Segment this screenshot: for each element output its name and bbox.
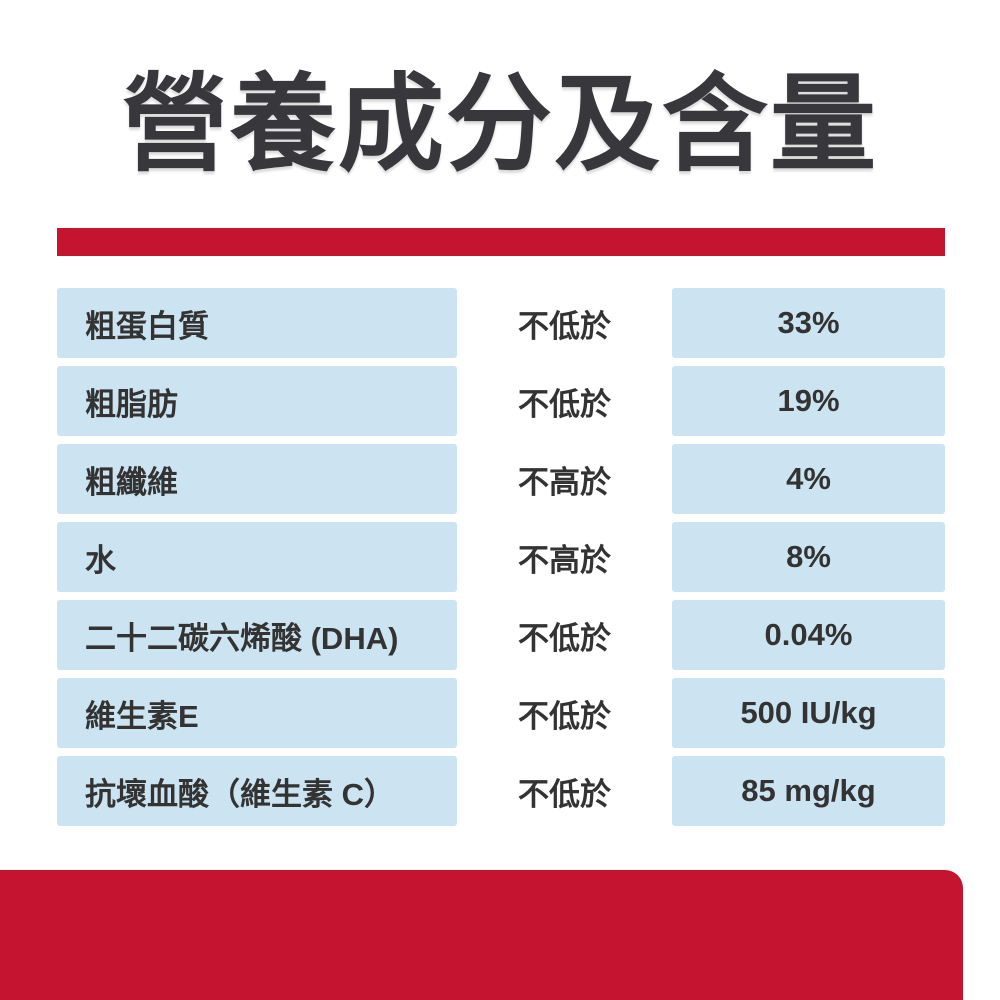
red-footer-band	[0, 870, 963, 1000]
value-cell: 8%	[672, 522, 945, 592]
table-row: 粗纖維 不高於 4%	[57, 444, 945, 514]
table-row: 維生素E 不低於 500 IU/kg	[57, 678, 945, 748]
nutrient-name-cell: 抗壞血酸（維生素 C）	[57, 756, 457, 826]
nutrient-name-cell: 水	[57, 522, 457, 592]
value-cell: 85 mg/kg	[672, 756, 945, 826]
nutrient-name-cell: 維生素E	[57, 678, 457, 748]
page-title: 營養成分及含量	[122, 66, 878, 184]
nutrient-name-cell: 二十二碳六烯酸 (DHA)	[57, 600, 457, 670]
nutrient-name-cell: 粗纖維	[57, 444, 457, 514]
value-cell: 500 IU/kg	[672, 678, 945, 748]
value-cell: 33%	[672, 288, 945, 358]
condition-cell: 不低於	[457, 678, 672, 748]
condition-cell: 不低於	[457, 600, 672, 670]
nutrient-name-cell: 粗脂肪	[57, 366, 457, 436]
condition-cell: 不低於	[457, 366, 672, 436]
condition-cell: 不低於	[457, 288, 672, 358]
nutrient-name-cell: 粗蛋白質	[57, 288, 457, 358]
value-cell: 4%	[672, 444, 945, 514]
table-row: 抗壞血酸（維生素 C） 不低於 85 mg/kg	[57, 756, 945, 826]
table-row: 粗脂肪 不低於 19%	[57, 366, 945, 436]
value-cell: 19%	[672, 366, 945, 436]
red-divider-bar	[57, 228, 945, 256]
table-row: 粗蛋白質 不低於 33%	[57, 288, 945, 358]
condition-cell: 不低於	[457, 756, 672, 826]
table-row: 水 不高於 8%	[57, 522, 945, 592]
nutrition-table: 粗蛋白質 不低於 33% 粗脂肪 不低於 19% 粗纖維 不高於 4% 水 不高…	[57, 288, 945, 826]
value-cell: 0.04%	[672, 600, 945, 670]
condition-cell: 不高於	[457, 522, 672, 592]
condition-cell: 不高於	[457, 444, 672, 514]
table-row: 二十二碳六烯酸 (DHA) 不低於 0.04%	[57, 600, 945, 670]
